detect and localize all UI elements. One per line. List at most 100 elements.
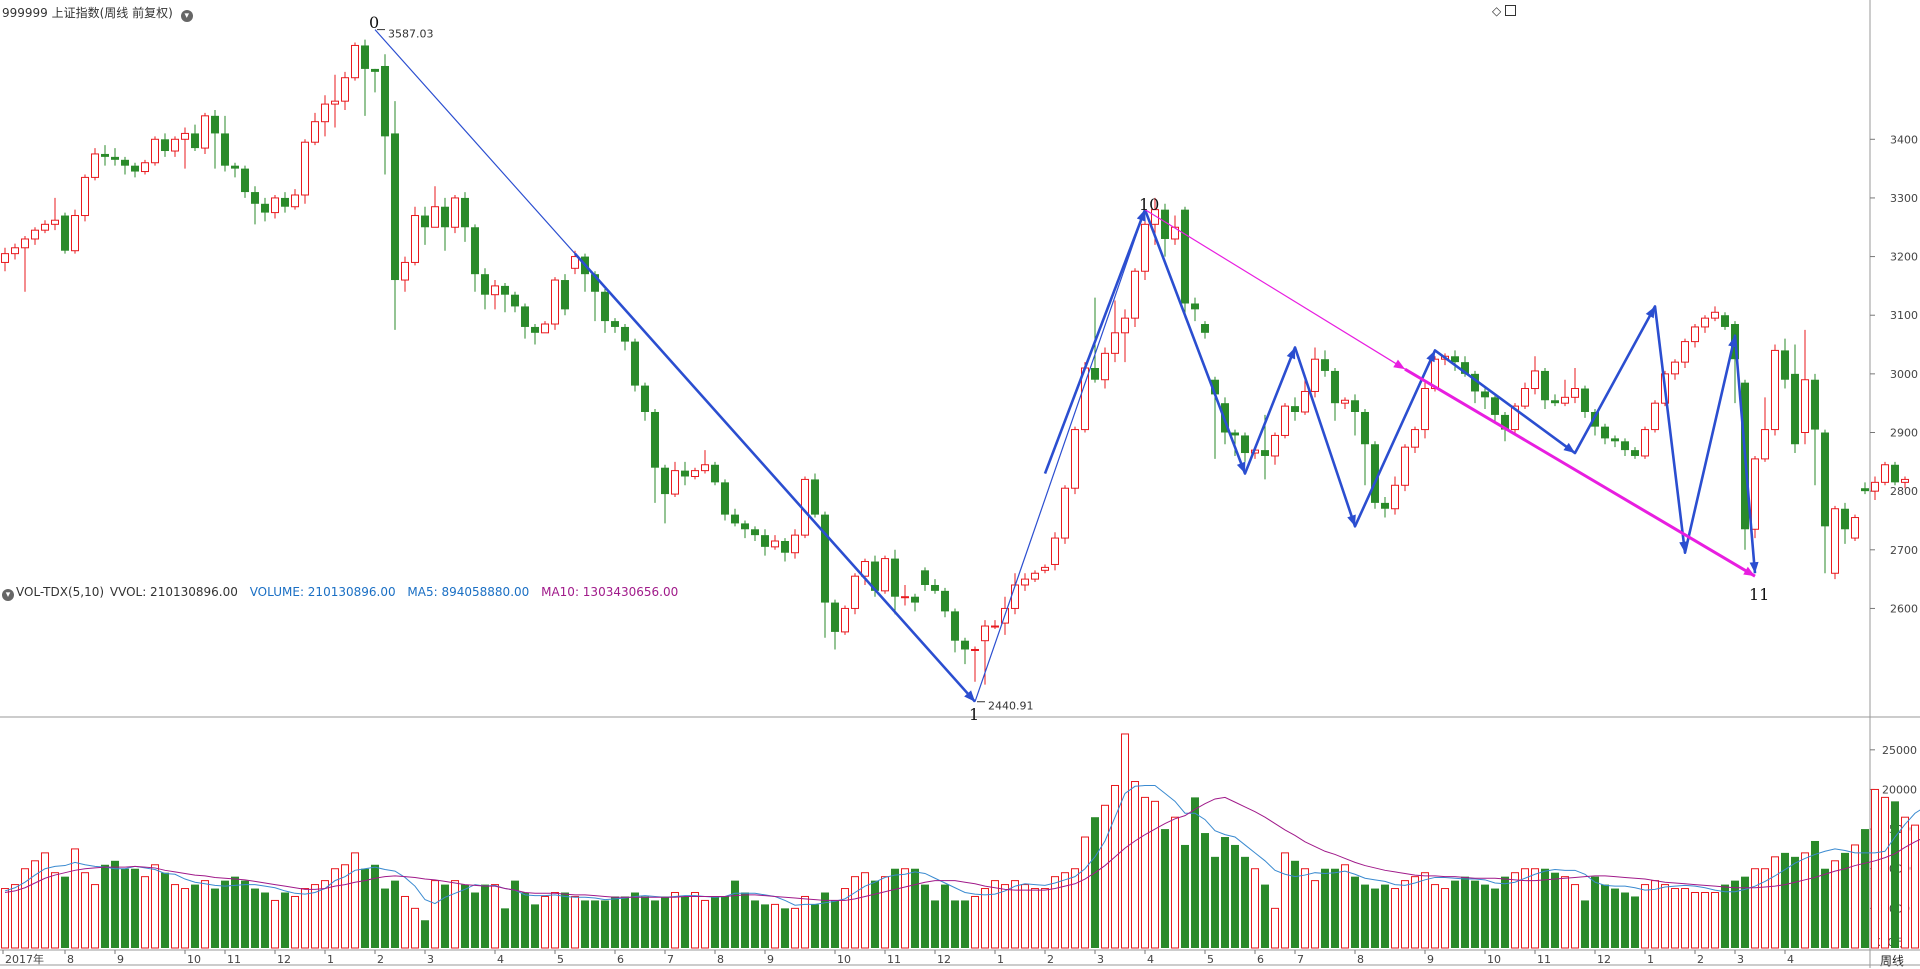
candle-body-up bbox=[1411, 429, 1419, 448]
volume-bar-up bbox=[1151, 800, 1159, 949]
diamond-icon[interactable]: ◇ bbox=[1491, 4, 1502, 18]
candle-body-up bbox=[1521, 388, 1529, 407]
volume-bar-down bbox=[1191, 797, 1199, 948]
candle-body-up bbox=[1121, 317, 1129, 334]
trend-line bbox=[1144, 209, 1406, 370]
candle-body-up bbox=[1051, 537, 1059, 565]
volume-bar-down bbox=[871, 880, 879, 948]
volume-bar-down bbox=[1451, 880, 1459, 948]
wave-line bbox=[1043, 209, 1147, 475]
volume-bar-up bbox=[1121, 733, 1129, 949]
volume-bar-down bbox=[1781, 852, 1789, 948]
volume-bar-down bbox=[731, 880, 739, 948]
volume-bar-down bbox=[361, 868, 369, 948]
candle-body-up bbox=[1141, 223, 1149, 272]
candle-body-up bbox=[1871, 481, 1879, 492]
volume-bar-up bbox=[861, 872, 869, 949]
volume-bar-up bbox=[1101, 804, 1109, 949]
candle-body-up bbox=[1671, 361, 1679, 375]
volume-bar-down bbox=[661, 896, 669, 948]
candle-body-up bbox=[71, 215, 79, 252]
volume-bar-down bbox=[611, 896, 619, 948]
volume-bar-up bbox=[201, 880, 209, 949]
volume-bar-down bbox=[241, 880, 249, 948]
arrow-head bbox=[1236, 461, 1246, 474]
candle-body-down bbox=[1471, 373, 1479, 392]
dropdown-icon[interactable]: ▾ bbox=[2, 589, 14, 601]
candle-body-down bbox=[531, 326, 539, 333]
volume-bar-down bbox=[1181, 844, 1189, 948]
volume-bar-down bbox=[561, 892, 569, 948]
candle-body-down bbox=[1821, 432, 1829, 527]
candle-body-down bbox=[961, 640, 969, 650]
candle-body-down bbox=[1371, 444, 1379, 503]
ma10-label: MA10: 1303430656.00 bbox=[541, 585, 679, 599]
volume-bar-down bbox=[1321, 868, 1329, 948]
candle-body-down bbox=[1091, 368, 1099, 380]
window-icon[interactable] bbox=[1505, 5, 1516, 16]
volume-bar-up bbox=[1061, 872, 1069, 949]
candle-body-up bbox=[1301, 390, 1309, 413]
candle-body-up bbox=[1281, 405, 1289, 436]
volume-bar-down bbox=[511, 880, 519, 948]
volume-bar-down bbox=[751, 900, 759, 948]
volume-bar-up bbox=[451, 880, 459, 949]
candle-body-down bbox=[101, 153, 109, 157]
candle-body-down bbox=[1461, 362, 1469, 374]
candle-body-down bbox=[511, 294, 519, 307]
volume-bar-down bbox=[1791, 856, 1799, 948]
x-tick-label: 1 bbox=[1647, 953, 1654, 966]
x-tick-label: 6 bbox=[617, 953, 624, 966]
wave-count-label: 0 bbox=[369, 13, 379, 32]
volume-bar-up bbox=[341, 864, 349, 949]
wave-count-label: 10 bbox=[1139, 195, 1159, 214]
candle-body-down bbox=[781, 541, 789, 553]
candle-body-up bbox=[1021, 578, 1029, 586]
volume-bar-up bbox=[1641, 884, 1649, 949]
candle-body-down bbox=[231, 165, 239, 169]
candle-body-up bbox=[1071, 429, 1079, 489]
candle-body-down bbox=[871, 561, 879, 591]
candle-body-down bbox=[1481, 391, 1489, 398]
volume-bar-up bbox=[1671, 888, 1679, 949]
wave-line bbox=[1143, 209, 1757, 574]
candle-body-up bbox=[321, 103, 329, 123]
x-tick-label: 8 bbox=[1357, 953, 1364, 966]
volume-bar-up bbox=[491, 884, 499, 949]
candle-body-up bbox=[431, 206, 439, 228]
x-tick-label: 2 bbox=[1697, 953, 1704, 966]
candle-body-up bbox=[1801, 379, 1809, 434]
candle-body-down bbox=[891, 558, 899, 597]
dropdown-icon[interactable]: ▾ bbox=[180, 10, 193, 22]
volume-bar-up bbox=[1081, 836, 1089, 949]
volume-bar-up bbox=[1011, 880, 1019, 949]
candle-body-up bbox=[151, 138, 159, 164]
volume-bar-up bbox=[1021, 884, 1029, 949]
candle-body-down bbox=[611, 321, 619, 327]
volume-bar-up bbox=[1431, 884, 1439, 949]
volume-bar-up bbox=[1, 888, 9, 949]
arrow-head bbox=[1728, 335, 1737, 348]
candle-body-up bbox=[331, 100, 339, 105]
candle-body-up bbox=[1011, 584, 1019, 609]
candle-body-down bbox=[1591, 411, 1599, 427]
wave-count-label: 1 bbox=[969, 705, 979, 724]
volume-bar-down bbox=[1221, 837, 1229, 948]
candle-body-down bbox=[391, 133, 399, 281]
volume-bar-up bbox=[401, 895, 409, 949]
candle-body-down bbox=[1541, 370, 1549, 401]
candle-body-up bbox=[1061, 487, 1069, 539]
candle-body-up bbox=[791, 534, 799, 554]
volume-bar-down bbox=[1461, 876, 1469, 948]
x-tick-label: 12 bbox=[937, 953, 951, 966]
volume-bar-up bbox=[1141, 796, 1149, 949]
price-tick-label: 2900 bbox=[1890, 427, 1918, 440]
volume-bar-up bbox=[851, 876, 859, 949]
candle-body-down bbox=[1811, 379, 1819, 430]
wave-line bbox=[574, 252, 976, 703]
candle-body-down bbox=[1721, 315, 1729, 327]
candle-body-up bbox=[981, 625, 989, 642]
volume-bar-down bbox=[581, 900, 589, 948]
candle-body-down bbox=[941, 590, 949, 612]
candle-body-up bbox=[451, 197, 459, 228]
